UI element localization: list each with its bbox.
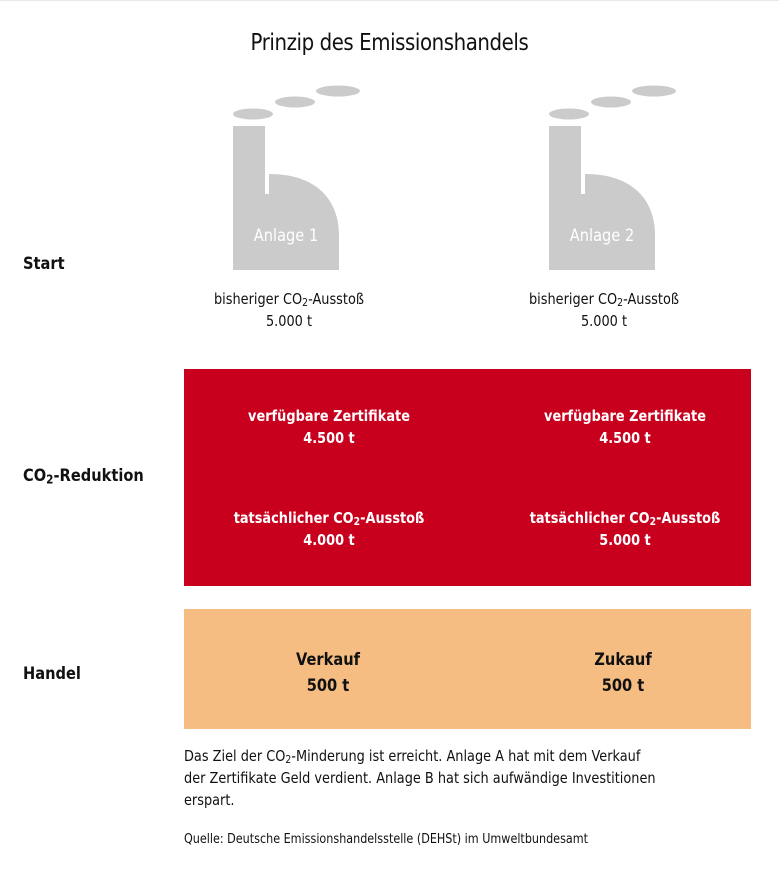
trade-anlage-1: Verkauf 500 t	[242, 647, 414, 699]
actual-emission-value: 4.000 t	[303, 531, 355, 549]
top-divider	[0, 0, 779, 1]
factory-shape-2	[549, 85, 676, 270]
trade-value: 500 t	[601, 676, 645, 696]
certificates-label: verfügbare Zertifikate	[544, 407, 706, 425]
trade-label: Zukauf	[594, 650, 652, 670]
factory-shape-1	[233, 85, 360, 270]
certificates-value: 4.500 t	[599, 429, 651, 447]
row-label-start: Start	[23, 254, 65, 274]
certificates-value: 4.500 t	[303, 429, 355, 447]
source-credit: Quelle: Deutsche Emissionshandelsstelle …	[184, 832, 589, 847]
page-title: Prinzip des Emissionshandels	[250, 30, 529, 56]
actual-emission-label: tatsächlicher CO2-Ausstoß	[233, 509, 425, 529]
previous-emission-anlage-1: bisheriger CO2-Ausstoß 5.000 t	[177, 288, 401, 332]
previous-emission-anlage-2: bisheriger CO2-Ausstoß 5.000 t	[492, 288, 716, 332]
actual-emission-anlage-2: tatsächlicher CO2-Ausstoß 5.000 t	[505, 507, 746, 551]
trade-label: Verkauf	[295, 650, 360, 670]
row-label-handel: Handel	[23, 664, 81, 684]
actual-emission-anlage-1: tatsächlicher CO2-Ausstoß 4.000 t	[209, 507, 450, 551]
certificates-anlage-2: verfügbare Zertifikate 4.500 t	[505, 405, 746, 449]
previous-emission-label: bisheriger CO2-Ausstoß	[213, 290, 364, 310]
certificates-anlage-1: verfügbare Zertifikate 4.500 t	[209, 405, 450, 449]
actual-emission-value: 5.000 t	[599, 531, 651, 549]
reduction-panel: verfügbare Zertifikate 4.500 t verfügbar…	[184, 369, 751, 586]
previous-emission-value: 5.000 t	[580, 312, 628, 330]
trade-value: 500 t	[306, 676, 350, 696]
previous-emission-value: 5.000 t	[265, 312, 313, 330]
conclusion-note: Das Ziel der CO2-Minderung ist erreicht.…	[184, 745, 752, 811]
factory-icon-anlage-2: Anlage 2	[549, 84, 719, 274]
factory-icon-anlage-1: Anlage 1	[233, 84, 403, 274]
note-line-2: der Zertifikate Geld verdient. Anlage B …	[184, 769, 656, 787]
actual-emission-label: tatsächlicher CO2-Ausstoß	[529, 509, 721, 529]
certificates-label: verfügbare Zertifikate	[248, 407, 410, 425]
previous-emission-label: bisheriger CO2-Ausstoß	[528, 290, 679, 310]
factory-name: Anlage 2	[569, 226, 635, 246]
factory-name: Anlage 1	[253, 226, 319, 246]
trade-anlage-2: Zukauf 500 t	[537, 647, 709, 699]
note-line-3: erspart.	[184, 791, 235, 809]
row-label-reduktion: CO2-Reduktion	[23, 466, 144, 487]
trade-panel: Verkauf 500 t Zukauf 500 t	[184, 609, 751, 729]
note-line-1: Das Ziel der CO2-Minderung ist erreicht.…	[184, 747, 641, 767]
